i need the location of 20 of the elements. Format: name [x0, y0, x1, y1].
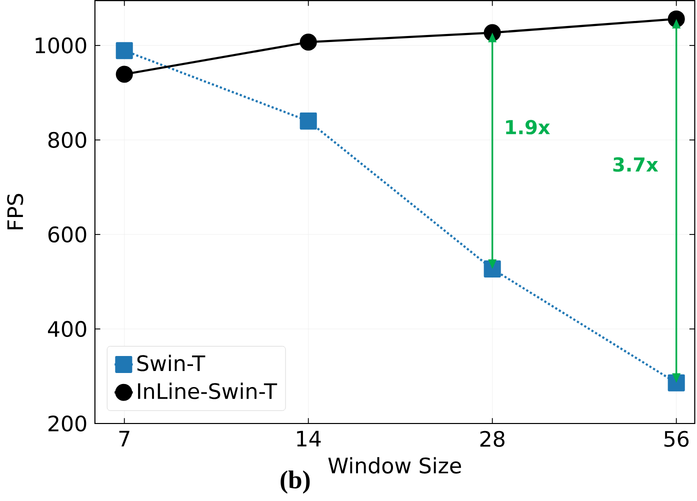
point — [300, 112, 317, 130]
y-tick-label: 400 — [48, 321, 86, 338]
y-tick-label: 600 — [48, 226, 86, 243]
point — [300, 34, 317, 51]
y-tick-label: 800 — [48, 132, 86, 148]
point — [116, 42, 133, 60]
text: (b) — [280, 470, 310, 494]
y-tick-label: 1000 — [36, 37, 86, 54]
y-tick-label: 200 — [48, 416, 86, 432]
legend-label: InLine-Swin-T — [138, 382, 278, 400]
x-tick-label: 28 — [480, 430, 504, 448]
x-tick-label: 14 — [297, 430, 321, 446]
annotation: 3.7x — [613, 157, 658, 172]
y-axis-title: FPS — [7, 194, 24, 230]
legend-label: Swin-T — [137, 354, 206, 372]
annotation: 1.9x — [506, 120, 550, 135]
point — [116, 66, 133, 83]
x-tick-label: 7 — [119, 430, 130, 446]
x-axis-title: Window Size — [328, 457, 461, 474]
x-tick-label: 56 — [664, 430, 689, 448]
